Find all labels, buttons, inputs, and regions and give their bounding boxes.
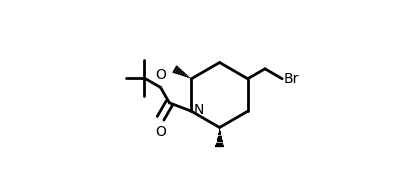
Text: Br: Br	[283, 72, 299, 86]
Text: N: N	[193, 103, 204, 116]
Text: O: O	[155, 125, 166, 139]
Text: O: O	[155, 68, 166, 82]
